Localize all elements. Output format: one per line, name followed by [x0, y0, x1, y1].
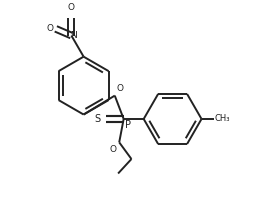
Text: S: S — [94, 114, 100, 124]
Text: O: O — [46, 24, 53, 33]
Text: O: O — [68, 3, 75, 12]
Text: O: O — [117, 84, 123, 93]
Text: CH₃: CH₃ — [215, 115, 230, 123]
Text: O: O — [110, 145, 117, 154]
Text: N: N — [70, 31, 76, 40]
Text: P: P — [125, 120, 131, 130]
